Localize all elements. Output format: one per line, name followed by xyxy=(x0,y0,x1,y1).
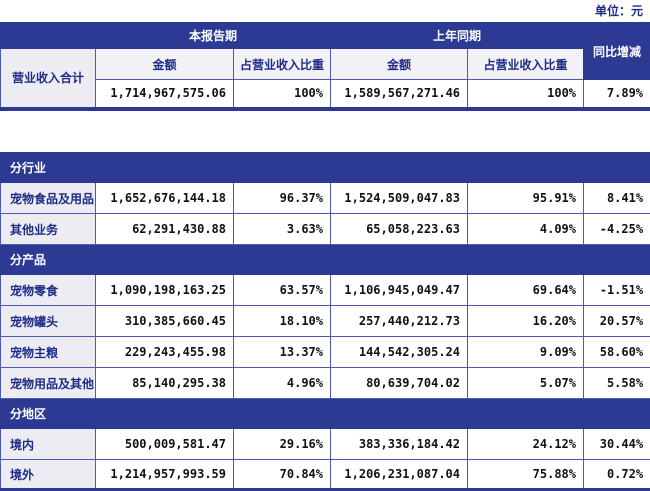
prior-amount-cell: 257,440,212.73 xyxy=(330,305,468,337)
header-yoy-change: 同比增减 xyxy=(583,22,650,80)
yoy-cell: 7.89% xyxy=(583,79,650,109)
current-share-cell: 29.16% xyxy=(233,428,331,460)
prior-amount-cell: 144,542,305.24 xyxy=(330,336,468,368)
current-amount-cell: 1,090,198,163.25 xyxy=(95,274,234,306)
subheader-current-share: 占营业收入比重 xyxy=(232,48,332,80)
yoy-cell: 20.57% xyxy=(582,305,650,337)
section-title: 分行业 xyxy=(0,152,650,183)
category-label-cell: 宠物罐头 xyxy=(0,305,96,337)
yoy-cell: 0.72% xyxy=(582,459,650,491)
prior-amount-cell: 1,524,509,047.83 xyxy=(330,182,468,214)
subheader-current-amount: 金额 xyxy=(95,48,234,80)
current-amount-cell: 85,140,295.38 xyxy=(95,367,234,399)
category-label-cell: 境外 xyxy=(0,459,96,491)
prior-share-cell: 95.91% xyxy=(467,182,584,214)
prior-share-cell: 69.64% xyxy=(467,274,584,306)
prior-amount-cell: 1,106,945,049.47 xyxy=(330,274,468,306)
table-row: 宠物零食 1,090,198,163.25 63.57% 1,106,945,0… xyxy=(0,274,650,306)
section-header-by-region: 分地区 xyxy=(0,398,650,429)
table-row: 境外 1,214,957,993.59 70.84% 1,206,231,087… xyxy=(0,459,650,491)
table-row: 宠物罐头 310,385,660.45 18.10% 257,440,212.7… xyxy=(0,305,650,337)
subheader-prior-amount: 金额 xyxy=(330,48,469,80)
prior-amount-cell: 1,589,567,271.46 xyxy=(330,79,469,109)
yoy-cell: -1.51% xyxy=(582,274,650,306)
current-amount-cell: 1,214,957,993.59 xyxy=(95,459,234,491)
current-share-cell: 3.63% xyxy=(233,213,331,245)
yoy-cell: 58.60% xyxy=(582,336,650,368)
summary-table: 本报告期 上年同期 同比增减 营业收入合计 金额 占营业收入比重 金额 占营业收… xyxy=(0,22,650,111)
category-label-cell: 宠物用品及其他 xyxy=(0,367,96,399)
header-prior-period: 上年同期 xyxy=(330,22,585,49)
table-row: 宠物食品及用品 1,652,676,144.18 96.37% 1,524,50… xyxy=(0,182,650,214)
total-revenue-label: 营业收入合计 xyxy=(0,48,96,109)
section-title: 分地区 xyxy=(0,398,650,429)
prior-share-cell: 24.12% xyxy=(467,428,584,460)
current-share-cell: 96.37% xyxy=(233,182,331,214)
yoy-cell: 30.44% xyxy=(582,428,650,460)
table-row: 宠物用品及其他 85,140,295.38 4.96% 80,639,704.0… xyxy=(0,367,650,399)
category-label-cell: 境内 xyxy=(0,428,96,460)
subheader-prior-share: 占营业收入比重 xyxy=(467,48,585,80)
current-amount-cell: 310,385,660.45 xyxy=(95,305,234,337)
category-label-cell: 宠物主粮 xyxy=(0,336,96,368)
prior-share-cell: 75.88% xyxy=(467,459,584,491)
unit-label: 单位：元 xyxy=(594,4,643,18)
current-amount-cell: 1,714,967,575.06 xyxy=(95,79,234,109)
table-row: 其他业务 62,291,430.88 3.63% 65,058,223.63 4… xyxy=(0,213,650,245)
yoy-cell: -4.25% xyxy=(582,213,650,245)
category-label-cell: 宠物零食 xyxy=(0,274,96,306)
table-row: 宠物主粮 229,243,455.98 13.37% 144,542,305.2… xyxy=(0,336,650,368)
yoy-cell: 5.58% xyxy=(582,367,650,399)
prior-share-cell: 16.20% xyxy=(467,305,584,337)
section-header-by-product: 分产品 xyxy=(0,244,650,275)
current-share-cell: 4.96% xyxy=(233,367,331,399)
current-amount-cell: 62,291,430.88 xyxy=(95,213,234,245)
prior-amount-cell: 80,639,704.02 xyxy=(330,367,468,399)
header-corner-cell xyxy=(0,22,96,49)
category-label-cell: 其他业务 xyxy=(0,213,96,245)
current-share-cell: 70.84% xyxy=(233,459,331,491)
table-row: 1,714,967,575.06 100% 1,589,567,271.46 1… xyxy=(1,79,650,109)
prior-amount-cell: 1,206,231,087.04 xyxy=(330,459,468,491)
current-amount-cell: 500,009,581.47 xyxy=(95,428,234,460)
header-current-period: 本报告期 xyxy=(94,22,332,49)
prior-share-cell: 100% xyxy=(467,79,585,109)
prior-share-cell: 5.07% xyxy=(467,367,584,399)
section-header-by-industry: 分行业 xyxy=(0,152,650,183)
current-share-cell: 100% xyxy=(232,79,332,109)
current-amount-cell: 1,652,676,144.18 xyxy=(95,182,234,214)
prior-amount-cell: 65,058,223.63 xyxy=(330,213,468,245)
prior-share-cell: 4.09% xyxy=(467,213,584,245)
yoy-cell: 8.41% xyxy=(582,182,650,214)
breakdown-table: 分行业 宠物食品及用品 1,652,676,144.18 96.37% 1,52… xyxy=(0,152,650,491)
table-row: 境内 500,009,581.47 29.16% 383,336,184.42 … xyxy=(0,428,650,460)
prior-share-cell: 9.09% xyxy=(467,336,584,368)
current-share-cell: 13.37% xyxy=(233,336,331,368)
section-title: 分产品 xyxy=(0,244,650,275)
current-share-cell: 63.57% xyxy=(233,274,331,306)
current-amount-cell: 229,243,455.98 xyxy=(95,336,234,368)
category-label-cell: 宠物食品及用品 xyxy=(0,182,96,214)
prior-amount-cell: 383,336,184.42 xyxy=(330,428,468,460)
current-share-cell: 18.10% xyxy=(233,305,331,337)
